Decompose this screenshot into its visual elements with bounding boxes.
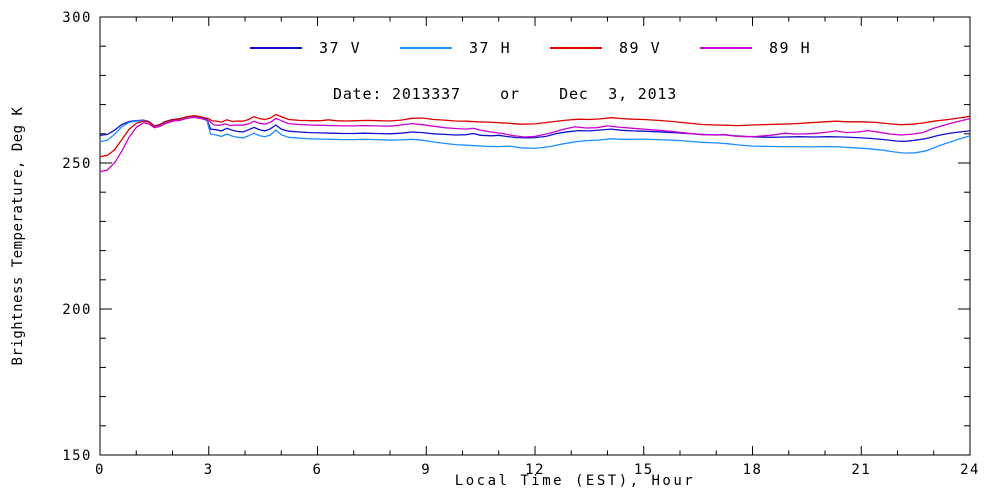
series-line-89-h [99,116,971,173]
y-axis-ticks [100,16,970,456]
y-tick-labels: 150 200 250 300 [62,10,92,464]
axis-frame [99,16,971,456]
series-line-37-h [99,116,971,154]
legend-item-37v: 37 V [250,40,361,56]
legend-swatch-89h-line [700,47,752,49]
legend: 37 V 37 H 89 V 89 H [0,40,1000,56]
legend-label-89h: 89 H [769,39,812,57]
y-tick-label: 200 [62,302,92,318]
legend-item-89v: 89 V [550,40,661,56]
y-tick-label: 150 [62,448,92,464]
x-tick-label: 0 [95,462,105,478]
x-axis-ticks [99,17,971,455]
legend-item-37h: 37 H [400,40,511,56]
x-axis-title: Local Time (EST), Hour [455,473,695,489]
date-annotation: Date: 2013337 or Dec 3, 2013 [333,85,678,103]
legend-swatch-37h-line [400,47,452,49]
series-line-37-v [99,115,971,143]
x-tick-label: 21 [851,462,871,478]
x-tick-labels: 0 3 6 9 12 15 18 21 24 [95,462,980,478]
legend-label-89v: 89 V [619,39,662,57]
legend-label-37v: 37 V [319,39,362,57]
legend-label-37h: 37 H [469,39,512,57]
x-tick-label: 3 [204,462,214,478]
x-tick-label: 24 [960,462,980,478]
series-line-89-v [99,113,971,158]
legend-swatch-89v-line [550,47,602,49]
x-tick-label: 18 [743,462,763,478]
legend-item-89h: 89 H [700,40,811,56]
x-tick-label: 15 [634,462,654,478]
x-tick-label: 6 [313,462,323,478]
y-axis-title: Brightness Temperature, Deg K [10,106,26,365]
y-tick-label: 250 [62,156,92,172]
legend-swatch-37v-line [250,47,302,49]
y-tick-label: 300 [62,10,92,26]
x-tick-label: 12 [525,462,545,478]
x-tick-label: 9 [421,462,431,478]
